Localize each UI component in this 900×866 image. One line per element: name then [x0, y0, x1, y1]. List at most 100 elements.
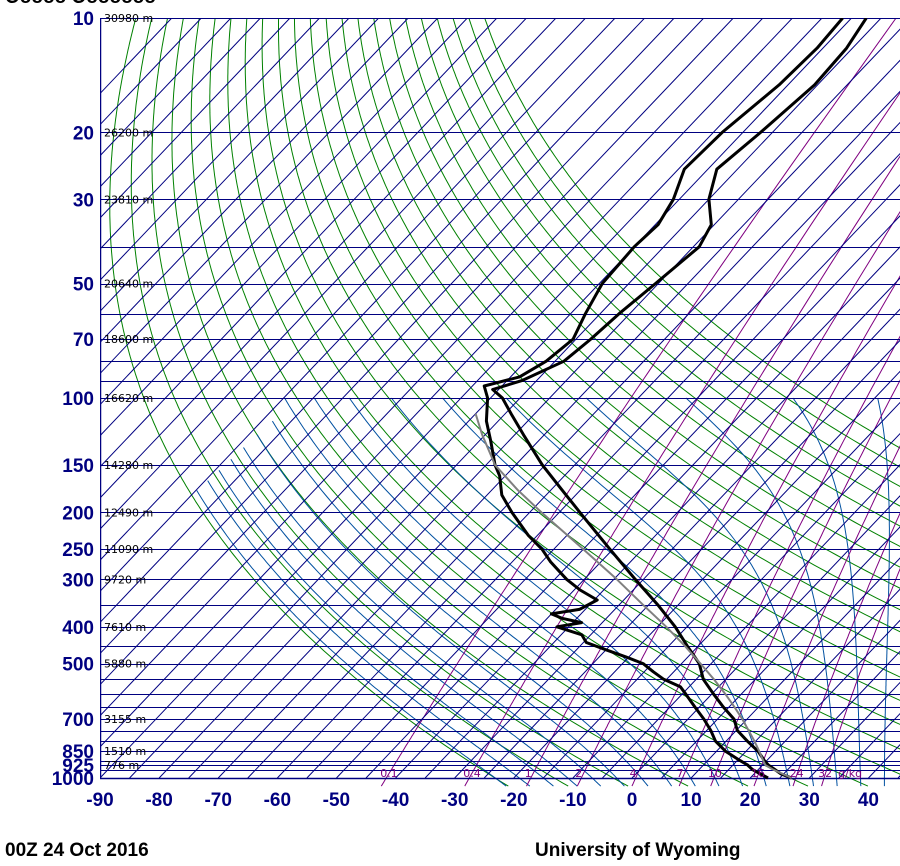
moist-adiabat-line: [256, 434, 625, 787]
pressure-tick-label: 925: [62, 756, 94, 777]
dry-adiabat-line: [209, 18, 809, 787]
dry-adiabat-line: [190, 18, 749, 787]
temperature-tick-label: 20: [740, 790, 761, 811]
temperature-tick-label: -60: [264, 790, 291, 811]
top-header-text: Ooooo Ooooooo: [5, 0, 156, 9]
moist-adiabat-line: [271, 420, 649, 787]
height-label: 23810 m: [104, 193, 153, 206]
mixing-ratio-label: 32: [818, 767, 832, 780]
moist-adiabat-line: [877, 397, 890, 787]
pressure-tick-label: 400: [62, 618, 94, 639]
height-label: 3155 m: [104, 713, 146, 726]
pressure-tick-labels: 10 20 30 50 70 100 150 200 250 300 400 500 700 850925…: [52, 9, 95, 790]
dry-adiabat-line: [278, 18, 900, 725]
isotherm-line: [631, 495, 900, 779]
isotherm-line: [542, 401, 900, 779]
mixing-ratio-line: [631, 275, 900, 787]
dry-adiabat-line: [325, 18, 900, 655]
height-label: 7610 m: [104, 621, 146, 634]
isotherm-line: [217, 59, 900, 779]
isotherm-line: [690, 557, 900, 779]
pressure-tick-label: 10: [73, 9, 94, 30]
pressure-tick-label: 500: [62, 655, 94, 676]
isotherm-line: [365, 215, 900, 779]
pressure-tick-label: 50: [73, 275, 94, 296]
mixing-ratio-labels: 0.1 0.4 1 2 4 7 10 16 24 32 g/kg: [380, 767, 862, 780]
mixing-ratio-line: [526, 155, 900, 787]
moist-adiabat-line: [230, 459, 578, 787]
temperature-profile-line: [491, 18, 868, 780]
dry-adiabat-line: [357, 18, 900, 611]
mixing-ratio-label: 0.4: [463, 767, 481, 780]
isotherm-line: [424, 277, 900, 779]
isotherm-line: [100, 18, 705, 655]
height-label: 9720 m: [104, 573, 146, 586]
mixing-ratio-line: [753, 445, 900, 787]
mixing-ratio-line: [576, 210, 900, 787]
pressure-tick-label: 70: [73, 330, 94, 351]
dry-adiabat-line: [171, 18, 689, 787]
moist-adiabat-line: [505, 397, 791, 787]
moist-adiabat-line: [313, 397, 696, 787]
height-labels: 30980 m 26200 m 23810 m 20640 m 18600 m 16620…: [104, 12, 153, 772]
height-label: 12490 m: [104, 506, 153, 519]
temperature-tick-label: 0: [627, 790, 638, 811]
temperature-tick-label: -50: [323, 790, 350, 811]
temperature-tick-label: -10: [559, 790, 586, 811]
isotherm-line: [100, 18, 439, 375]
moist-adiabat-line: [348, 397, 720, 787]
isotherm-line: [100, 18, 793, 748]
isotherm-line: [100, 18, 350, 281]
pressure-tick-label: 150: [62, 456, 94, 477]
isotherm-line: [661, 526, 900, 779]
dry-adiabat-line: [404, 18, 900, 547]
isotherm-line: [276, 121, 900, 779]
dry-adiabat-line: [452, 18, 900, 487]
temperature-tick-labels: -90 -80 -70 -60 -50 -40 -30 -20 -10 0 10 20 30 40: [86, 790, 879, 811]
height-label: 14280 m: [104, 459, 153, 472]
isotherm-line: [100, 18, 675, 624]
isotherm-line: [100, 18, 616, 561]
isotherm-line: [602, 464, 900, 779]
isotherm-line: [100, 18, 646, 593]
parcel-profile-line: [474, 413, 793, 779]
isotherm-line: [100, 18, 823, 779]
isotherm-line: [100, 18, 586, 530]
mixing-ratio-line: [380, 18, 897, 787]
height-label: 16620 m: [104, 392, 153, 405]
mixing-ratio-label: 16: [751, 767, 765, 780]
temperature-tick-label: 10: [681, 790, 702, 811]
dry-adiabat-line: [373, 18, 900, 589]
isotherm-line: [129, 18, 852, 779]
isotherm-line: [100, 18, 409, 344]
height-label: 30980 m: [104, 12, 153, 25]
isotherm-line: [158, 18, 882, 779]
dry-adiabat-line: [436, 18, 900, 507]
isotherm-line: [100, 18, 468, 406]
mixing-ratio-lines: [380, 18, 900, 787]
height-label: 776 m: [104, 759, 139, 772]
isotherm-line: [749, 619, 900, 779]
isotherm-line: [454, 308, 900, 779]
dry-adiabat-line: [341, 18, 900, 633]
moist-adiabat-line: [391, 397, 744, 787]
mixing-ratio-line: [678, 335, 900, 787]
isotherm-line: [100, 18, 734, 686]
sounding-series: [474, 18, 868, 780]
isotherm-line: [720, 588, 900, 779]
mixing-ratio-label: 2: [575, 767, 582, 780]
temperature-tick-label: -80: [145, 790, 172, 811]
temperature-tick-label: -70: [204, 790, 231, 811]
dry-adiabat-line: [151, 18, 629, 787]
isotherm-line: [188, 28, 900, 779]
mixing-ratio-label: 1: [525, 767, 532, 780]
dry-adiabat-line: [420, 18, 900, 527]
temperature-tick-label: -40: [382, 790, 409, 811]
dry-adiabat-line: [468, 18, 900, 468]
mixing-ratio-label: 7: [677, 767, 684, 780]
mixing-ratio-label: g/kg: [838, 767, 862, 780]
pressure-tick-label: 100: [62, 389, 94, 410]
dry-adiabat-line: [389, 18, 900, 568]
dry-adiabat-line: [309, 18, 900, 678]
